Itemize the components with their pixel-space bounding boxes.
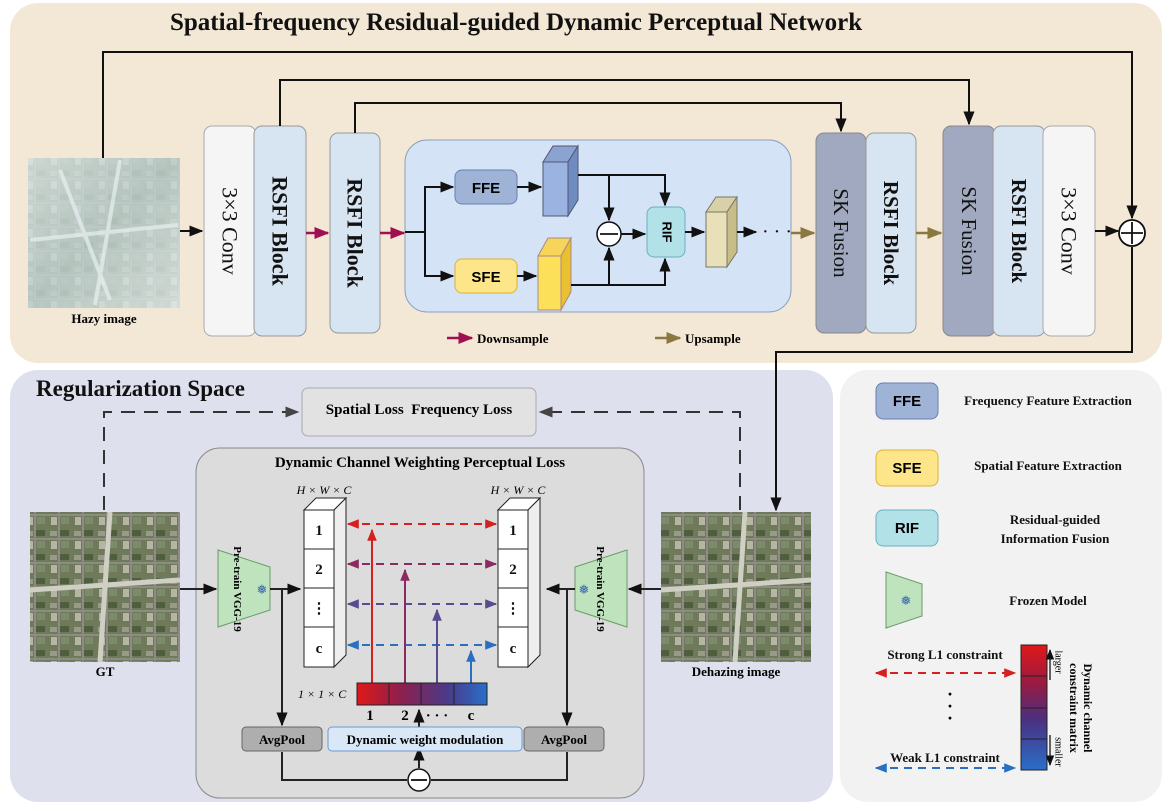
dim-left: H × W × C <box>296 483 353 497</box>
legend-rif-swatch <box>875 509 939 547</box>
stack-left-3: ⋮ <box>312 601 327 617</box>
vector-label-c: c <box>468 708 475 724</box>
dcw-title: Dynamic Channel Weighting Perceptual Los… <box>274 455 566 471</box>
stack-left-1: 1 <box>315 523 323 539</box>
sk-1-label: SK Fusion <box>829 188 853 278</box>
loss-label: Spatial Loss Frequency Loss <box>325 402 513 418</box>
sfe-feature-cube <box>537 236 572 312</box>
strong-constraint-label: Strong L1 constraint <box>887 647 1003 662</box>
sk-2-label: SK Fusion <box>957 186 981 276</box>
ffe-feature-cube <box>542 144 579 218</box>
stack-left-2: 2 <box>315 562 323 578</box>
vgg-right <box>574 549 628 628</box>
avgpool-right-box <box>523 726 605 752</box>
matrix-label: Dynamic channel constraint matrix <box>1066 663 1095 753</box>
legend-frozen-text: Frozen Model <box>1009 593 1087 608</box>
conv-in-label: 3×3 Conv <box>218 187 243 275</box>
rsfi-1-label: RSFI Block <box>268 176 293 286</box>
continuation-dots: · · · <box>762 221 792 243</box>
feature-stack-left <box>302 496 348 669</box>
loss-box <box>301 387 537 437</box>
ffe-label: FFE <box>472 180 500 197</box>
legend-vertical-dots: · <box>947 684 953 704</box>
smaller-label: smaller <box>1053 737 1064 767</box>
vgg-right-label: Pre-train VGG-19 <box>594 546 606 632</box>
svg-text:·: · <box>947 708 953 728</box>
vgg-left <box>217 549 271 628</box>
stack-right-3: ⋮ <box>506 601 521 617</box>
vector-label-dots: · · · <box>426 708 449 724</box>
snowflake-icon: ❅ <box>901 594 912 609</box>
feature-stack-right <box>496 496 542 669</box>
vector-label-2: 2 <box>401 708 409 724</box>
stack-right-1: 1 <box>509 523 517 539</box>
weak-constraint-label: Weak L1 constraint <box>890 750 1000 765</box>
stack-right-c: c <box>510 641 517 657</box>
avgpool-right-label: AvgPool <box>541 732 587 747</box>
legend-rif-text: Residual-guided Information Fusion <box>1000 512 1110 546</box>
legend-sfe-key: SFE <box>892 460 921 477</box>
legend-ffe-key: FFE <box>893 393 921 410</box>
snowflake-icon: ❅ <box>579 583 590 598</box>
hazy-image-label: Hazy image <box>71 311 137 326</box>
avgpool-left-label: AvgPool <box>259 732 305 747</box>
legend-ffe-swatch <box>875 382 939 420</box>
rif-output-cube <box>705 195 738 269</box>
legend-sfe-swatch <box>875 449 939 487</box>
rif-label: RIF <box>660 222 675 243</box>
stack-left-c: c <box>316 641 323 657</box>
vgg-left-label: Pre-train VGG-19 <box>231 546 243 632</box>
legend-sfe-text: Spatial Feature Extraction <box>974 458 1122 473</box>
weight-vector <box>356 682 488 706</box>
vector-dim: 1 × 1 × C <box>298 687 347 701</box>
snowflake-icon: ❅ <box>257 583 268 598</box>
dim-right: H × W × C <box>490 483 547 497</box>
sfe-label: SFE <box>471 269 500 286</box>
legend-rif-key: RIF <box>895 520 919 537</box>
legend-frozen-swatch <box>885 571 923 629</box>
rsfi-3-label: RSFI Block <box>879 181 903 286</box>
dehazing-label: Dehazing image <box>691 664 781 679</box>
conv-out-label: 3×3 Conv <box>1057 187 1082 275</box>
larger-label: larger <box>1053 650 1064 674</box>
dwm-box <box>327 726 523 752</box>
dwm-label: Dynamic weight modulation <box>347 732 505 747</box>
rsfi-2-label: RSFI Block <box>343 178 368 288</box>
svg-text:·: · <box>947 696 953 716</box>
avgpool-left-box <box>241 726 323 752</box>
legend-ffe-text: Frequency Feature Extraction <box>964 393 1132 408</box>
stack-right-2: 2 <box>509 562 517 578</box>
regularization-title: Regularization Space <box>36 376 245 401</box>
network-title: Spatial-frequency Residual-guided Dynami… <box>170 9 863 36</box>
upsample-label: Upsample <box>685 331 741 346</box>
gt-label: GT <box>95 664 115 679</box>
rsfi-4-label: RSFI Block <box>1007 179 1031 284</box>
downsample-label: Downsample <box>477 331 549 346</box>
vector-label-1: 1 <box>366 708 374 724</box>
